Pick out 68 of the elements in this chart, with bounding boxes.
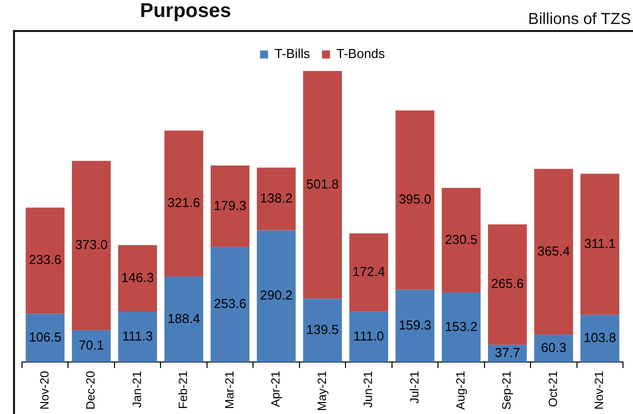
chart-subtitle: Billions of TZS	[528, 10, 631, 29]
data-label: 265.6	[491, 276, 524, 292]
bar	[580, 174, 620, 315]
bar	[396, 110, 434, 290]
x-tick-label: Dec-20	[84, 370, 98, 410]
bar	[256, 168, 296, 230]
bar	[210, 166, 250, 247]
bar	[349, 233, 388, 312]
data-label: 230.5	[444, 232, 478, 247]
data-label: 311.1	[584, 236, 616, 251]
bar	[303, 71, 342, 299]
bar	[488, 224, 527, 345]
bar	[164, 276, 204, 362]
data-label: 321.6	[168, 195, 200, 210]
x-tick-label: Jul-21	[407, 370, 422, 404]
data-label: 373.0	[75, 237, 108, 252]
data-label: 179.3	[214, 198, 246, 213]
bar	[118, 245, 157, 312]
bar	[210, 246, 250, 362]
data-label: 188.4	[168, 310, 200, 326]
bar	[442, 292, 481, 362]
data-label: 139.5	[306, 322, 339, 337]
data-label: 138.2	[260, 190, 293, 206]
bar	[164, 130, 204, 276]
data-label: 146.3	[121, 270, 154, 285]
bar	[534, 168, 574, 335]
bar	[349, 312, 388, 362]
bar	[256, 230, 296, 362]
data-label: 103.8	[584, 330, 616, 346]
data-label: 172.4	[352, 264, 386, 280]
bar	[580, 314, 620, 362]
data-label: 365.4	[537, 243, 570, 258]
data-label: 37.7	[494, 345, 520, 360]
data-label: 501.8	[306, 176, 339, 192]
x-tick-label: May-21	[314, 370, 329, 411]
bar	[118, 311, 157, 362]
x-tick-label: Nov-21	[592, 370, 606, 410]
x-tick-label: Mar-21	[222, 370, 236, 409]
bar	[396, 290, 434, 362]
x-tick-label: Feb-21	[176, 370, 190, 410]
x-tick-label: Nov-20	[37, 370, 52, 410]
data-label: 70.1	[78, 338, 104, 353]
data-label: 233.6	[28, 252, 62, 268]
legend-label: T-Bills	[274, 46, 310, 62]
data-label: 290.2	[260, 288, 293, 303]
bar	[72, 330, 111, 362]
data-label: 60.3	[541, 340, 566, 355]
bar	[303, 298, 342, 362]
x-tick-label: Apr-21	[268, 370, 283, 408]
bar	[442, 188, 481, 292]
data-label: 253.6	[214, 296, 246, 312]
bar	[26, 208, 65, 314]
bar	[72, 160, 111, 330]
x-tick-label: Jun-21	[361, 370, 376, 408]
data-label: 395.0	[398, 192, 432, 207]
data-label: 111.3	[122, 328, 153, 344]
data-label: 111.0	[353, 328, 384, 344]
x-tick-label: Aug-21	[454, 370, 468, 410]
bar	[534, 334, 574, 362]
x-tick-label: Jan-21	[130, 370, 144, 408]
x-tick-label: Oct-21	[546, 370, 560, 407]
data-label: 159.3	[398, 317, 432, 332]
chart-title: Purposes	[140, 0, 232, 22]
x-tick-label: Sep-21	[500, 370, 514, 410]
legend-label: T-Bonds	[336, 46, 386, 62]
data-label: 106.5	[28, 329, 62, 344]
bar	[26, 314, 65, 362]
data-label: 153.2	[444, 318, 478, 334]
